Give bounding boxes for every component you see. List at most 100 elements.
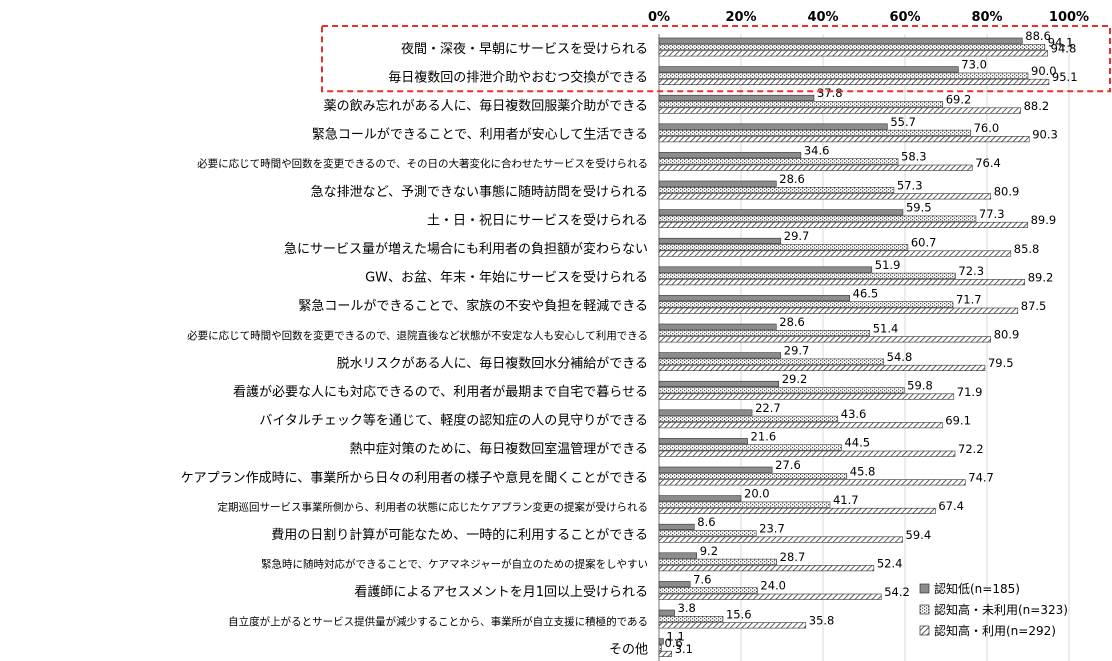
bar [658,615,724,623]
bar [658,380,780,388]
bar [658,644,662,651]
data-label: 79.5 [988,356,1014,370]
bar [658,479,966,486]
category-label: 土・日・祝日にサービスを受けられる [427,213,648,228]
bar [658,609,675,616]
bar [658,129,971,136]
bar [658,101,944,108]
bar [658,558,777,565]
data-label: 67.4 [938,499,964,513]
data-label: 89.9 [1031,213,1057,227]
data-label: 35.8 [809,614,835,628]
category-label: 定期巡回サービス事業所側から、利用者の状態に応じたケアプラン変更の提案が受けられ… [218,500,649,513]
x-tick-label: 40% [807,10,838,25]
bar [658,393,955,400]
bar [658,107,1021,114]
data-label: 54.2 [884,585,910,599]
category-label: 自立度が上がるとサービス提供量が減少することから、事業所が自立支援に積極的である [228,615,648,628]
category-label: 必要に応じて時間や回数を変更できるので、退院直後など状態が不安定な人も安心して利… [187,329,648,342]
bar [658,422,943,429]
category-label: 緊急コールができることで、家族の不安や負担を軽減できる [298,298,648,314]
category-label: 必要に応じて時間や回数を変更できるので、その日の大著変化に合わせたサービスを受け… [197,157,648,170]
data-label: 59.8 [907,379,933,393]
legend: 認知低(n=185) 認知高・未利用(n=323) 認知高・利用(n=292) [919,581,1068,638]
x-tick-label: 0% [648,10,670,25]
bar [658,364,986,372]
bar [658,409,753,416]
bar [658,523,695,531]
data-label: 28.6 [779,315,805,329]
data-label: 3.1 [675,642,693,656]
category-label: 脱水リスクがある人に、毎日複数回水分補給ができる [337,355,648,371]
data-label: 28.6 [779,172,805,186]
legend-label: 認知高・未利用(n=323) [934,602,1068,617]
legend-swatch [919,625,930,636]
category-label: 費用の日割り計算が可能なため、一時的に利用することができる [271,527,648,543]
bar [658,415,839,422]
bar [658,250,1012,257]
bar [658,323,777,330]
category-label: 急な排泄など、予測できない事態に随時訪問を受けられる [311,184,648,200]
data-label: 27.6 [775,458,801,472]
category-label: ケアプラン作成時に、事業所から日々の利用者の様子や意見を聞くことができる [181,470,648,486]
bar [658,387,905,394]
data-label: 43.6 [841,407,867,421]
bar [658,152,802,159]
data-label: 3.8 [678,601,696,615]
legend-label: 認知低(n=185) [934,581,1020,596]
category-label: 急にサービス量が増えた場合にも利用者の負担額が変わらない [284,241,648,257]
bar [658,78,1050,85]
category-label: 毎日複数回の排泄介助やおむつ交換ができる [388,69,648,85]
category-label: 薬の飲み忘れがある人に、毎日複数回服薬介助ができる [324,98,648,114]
data-label: 29.2 [782,372,808,386]
data-label: 94.1 [1048,35,1074,49]
bar [658,215,977,222]
bar [658,50,1048,57]
data-label: 87.5 [1021,299,1047,313]
bar [658,444,842,451]
bar [658,622,807,629]
data-label: 69.2 [946,93,972,107]
data-label: 90.3 [1032,127,1058,141]
bar [658,352,782,359]
data-label: 20.0 [744,487,770,501]
bar [658,336,991,343]
data-label: 44.5 [844,436,870,450]
x-tick-label: 80% [971,10,1002,25]
data-label: 1.1 [667,630,685,644]
data-label: 45.8 [850,464,876,478]
data-label: 29.7 [784,229,810,243]
data-label: 88.6 [1025,29,1051,43]
category-label: その他 [609,642,648,657]
data-label: 57.3 [897,178,923,192]
bar [658,37,1023,44]
bar [658,72,1029,79]
data-label: 15.6 [726,607,752,621]
data-label: 59.5 [906,201,932,215]
bar [658,530,757,537]
bar [658,43,1046,51]
bar [658,193,991,200]
data-label: 76.0 [974,121,1000,135]
data-label: 80.9 [994,185,1020,199]
data-label: 80.9 [994,328,1020,342]
data-label: 88.2 [1024,99,1050,113]
legend-swatch [919,604,930,615]
data-label: 71.9 [957,385,983,399]
data-label: 41.7 [833,493,859,507]
bar [658,180,777,187]
bar [658,495,742,502]
bar [658,507,936,515]
bar [658,272,956,279]
data-label: 51.9 [875,258,901,272]
data-label: 51.4 [873,321,899,335]
bar [658,237,782,244]
data-label: 29.7 [784,344,810,358]
bar [658,187,895,194]
data-label: 52.4 [877,556,903,570]
data-label: 94.8 [1051,42,1077,56]
data-label: 58.3 [901,150,927,164]
x-tick-label: 100% [1049,10,1089,25]
bar [658,501,831,508]
